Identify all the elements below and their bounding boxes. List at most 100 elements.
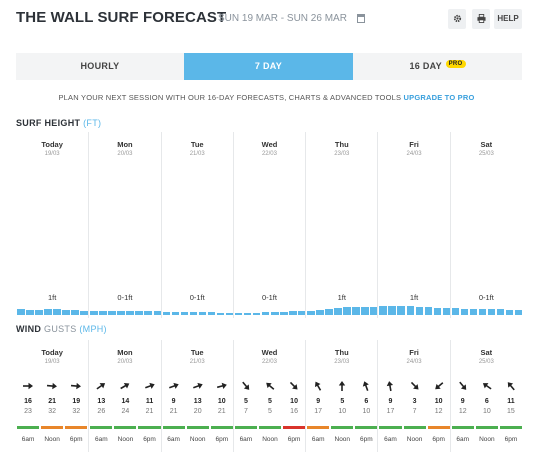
- day-name: Tue: [190, 140, 204, 149]
- time-label: Noon: [44, 436, 60, 443]
- promo-banner: PLAN YOUR NEXT SESSION WITH OUR 16-DAY F…: [0, 93, 533, 102]
- surf-bar: [261, 312, 270, 315]
- day-date: 20/03: [117, 359, 133, 365]
- surf-height-heading: SURF HEIGHT (FT): [16, 118, 101, 128]
- surf-bar: [478, 308, 487, 315]
- day-date: 19/03: [44, 151, 60, 157]
- tab-7-day[interactable]: 7 DAY: [184, 53, 353, 80]
- surf-bar: [334, 307, 342, 315]
- surf-bar: [451, 308, 460, 315]
- wind-rating-bar: [258, 426, 282, 429]
- surf-bar: [17, 308, 25, 315]
- wind-gust: 17: [386, 408, 395, 415]
- time-label: 6pm: [432, 436, 445, 443]
- time-label: 6pm: [143, 436, 156, 443]
- surf-bar: [496, 309, 505, 315]
- surf-bar: [505, 309, 514, 315]
- wind-slot: 9 17 6am: [306, 340, 330, 452]
- day-name: Sat: [480, 348, 493, 357]
- time-label: 6am: [167, 436, 180, 443]
- day-date: 23/03: [334, 151, 350, 157]
- surf-bar: [153, 311, 162, 315]
- wind-slot: 10 16 6pm: [282, 340, 306, 452]
- surf-bar: [26, 309, 34, 315]
- surf-bar: [144, 311, 153, 315]
- upgrade-link[interactable]: UPGRADE TO PRO: [403, 93, 475, 102]
- surf-bar: [289, 311, 297, 315]
- wind-rating-bar: [451, 426, 474, 429]
- wind-direction-arrow-icon: [216, 382, 227, 389]
- day-name: Thu: [334, 140, 349, 149]
- surf-day-column: Thu 23/03 1ft: [305, 132, 378, 318]
- wind-speed: 6: [364, 398, 369, 405]
- wind-slot: 6 10 6pm: [354, 340, 378, 452]
- wind-speed: 10: [434, 398, 443, 405]
- wind-rating-bar: [114, 426, 137, 429]
- time-label: 6am: [311, 436, 325, 443]
- day-name: Mon: [117, 140, 133, 149]
- surf-height-chart: Today 19/03 1ft Mon 20/03 0-1ft Tue 21/03 0-1ft W…: [16, 132, 523, 318]
- day-date: 25/03: [478, 359, 494, 365]
- surf-bar: [71, 310, 79, 315]
- wind-speed: 16: [24, 398, 32, 405]
- wind-rating-bar: [41, 426, 64, 429]
- tab-hourly[interactable]: HOURLY: [16, 53, 184, 80]
- wind-slot: 9 12 6am: [451, 340, 475, 452]
- wind-direction-arrow-icon: [507, 382, 515, 391]
- surf-bar: [53, 309, 61, 315]
- surf-bar: [433, 307, 442, 315]
- wind-slot: 10 21 6pm: [210, 340, 234, 452]
- wind-direction-arrow-icon: [168, 382, 179, 389]
- wind-speed: 5: [268, 398, 272, 405]
- surf-height-label: 1ft: [337, 293, 346, 302]
- wind-gust: 32: [72, 408, 81, 415]
- surf-bar: [514, 309, 523, 315]
- wind-direction-arrow-icon: [47, 382, 58, 390]
- day-name: Fri: [409, 348, 419, 357]
- wind-direction-arrow-icon: [315, 381, 322, 391]
- tab-16-day[interactable]: 16 DAY PRO: [353, 53, 522, 80]
- surf-bar: [270, 311, 279, 315]
- wind-rating-bar: [210, 426, 233, 429]
- time-label: 6am: [95, 436, 108, 443]
- surf-bar: [307, 310, 315, 315]
- day-name: Today: [41, 140, 63, 149]
- wind-slot: 9 17 6am: [378, 340, 402, 452]
- wind-direction-arrow-icon: [289, 381, 298, 390]
- help-button[interactable]: HELP: [494, 9, 522, 29]
- wind-day-column: Wed 22/03 5 7 6am 5 5 Noon 10 16 6pm: [232, 340, 306, 452]
- wind-slot: 5 10 Noon: [330, 340, 354, 452]
- surf-bar: [379, 306, 387, 315]
- surf-bar: [460, 308, 469, 315]
- time-label: 6pm: [215, 436, 229, 443]
- surf-bar: [189, 312, 198, 315]
- calendar-icon[interactable]: [357, 14, 365, 23]
- wind-rating-bar: [90, 426, 113, 429]
- settings-button[interactable]: [448, 9, 466, 29]
- wind-speed: 19: [72, 398, 81, 405]
- wind-gust: 12: [458, 408, 467, 415]
- surf-bar: [62, 309, 70, 315]
- wind-slot: 11 21 6pm: [137, 340, 161, 452]
- surf-height-label: 1ft: [47, 293, 57, 302]
- tab-label: HOURLY: [80, 61, 120, 71]
- surf-bar: [487, 309, 496, 315]
- wind-speed: 14: [121, 398, 130, 405]
- wind-direction-arrow-icon: [363, 381, 370, 391]
- wind-gust: 10: [362, 408, 371, 415]
- wind-slot: 10 12 6pm: [427, 340, 451, 452]
- day-date: 23/03: [334, 359, 350, 365]
- day-date: 24/03: [406, 151, 422, 157]
- time-label: Noon: [189, 436, 206, 443]
- wind-direction-arrow-icon: [434, 382, 444, 390]
- surf-bar: [171, 311, 180, 315]
- forecast-tabs: HOURLY 7 DAY 16 DAY PRO: [16, 53, 522, 80]
- time-label: Noon: [406, 436, 423, 443]
- surf-bar: [388, 306, 396, 315]
- time-label: 6pm: [69, 436, 83, 443]
- print-button[interactable]: [472, 9, 490, 29]
- surf-bar: [252, 312, 261, 315]
- wind-subtitle: GUSTS: [44, 324, 77, 334]
- wind-speed: 5: [243, 398, 248, 405]
- promo-text: PLAN YOUR NEXT SESSION WITH OUR 16-DAY F…: [58, 93, 402, 102]
